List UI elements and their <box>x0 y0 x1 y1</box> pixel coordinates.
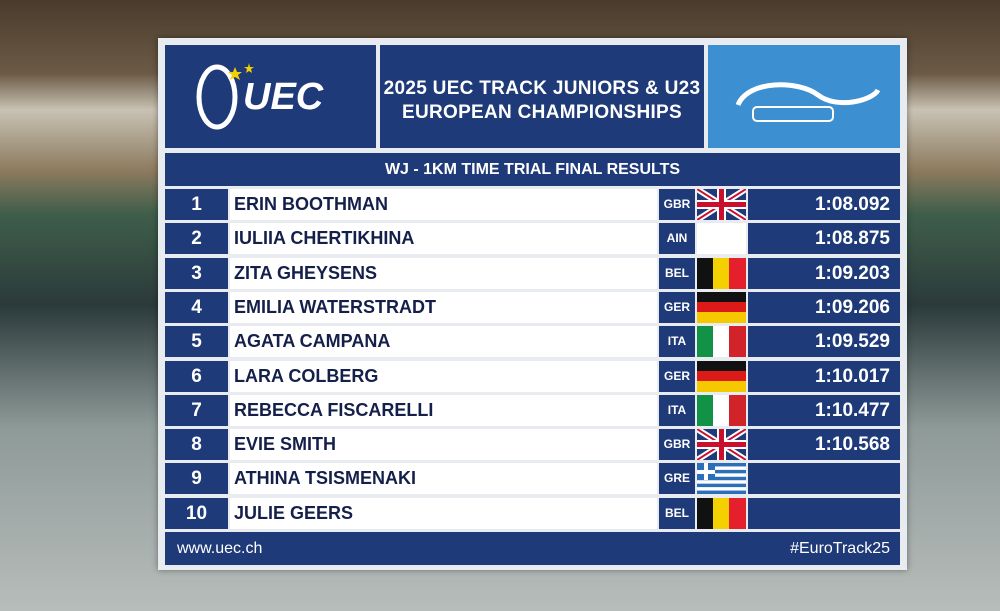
flag <box>697 360 746 392</box>
flag-icon <box>697 497 746 529</box>
time: 1:09.203 <box>748 257 900 289</box>
nation-code: GER <box>659 291 695 323</box>
rank: 2 <box>165 223 228 255</box>
footer: www.uec.ch #EuroTrack25 <box>165 532 900 565</box>
time: 1:09.529 <box>748 326 900 358</box>
time: 1:10.568 <box>748 429 900 461</box>
rank: 5 <box>165 326 228 358</box>
athlete-name: ERIN BOOTHMAN <box>230 189 657 220</box>
time <box>748 463 900 495</box>
rank: 7 <box>165 394 228 426</box>
flag <box>697 463 746 495</box>
flag-icon <box>697 257 746 289</box>
rank: 3 <box>165 257 228 289</box>
rank: 10 <box>165 497 228 529</box>
nation-code: ITA <box>659 326 695 358</box>
athlete-name: JULIE GEERS <box>230 497 657 529</box>
rank: 9 <box>165 463 228 495</box>
event-logo-panel <box>708 45 900 148</box>
flag <box>695 426 748 463</box>
nation-code: GBR <box>659 429 695 461</box>
flag <box>697 394 746 426</box>
uec-logo: UEC <box>196 63 324 130</box>
athlete-name: REBECCA FISCARELLI <box>230 394 657 426</box>
flag <box>695 186 748 223</box>
flag-icon <box>697 223 746 255</box>
time: 1:09.206 <box>748 291 900 323</box>
nation-code: GRE <box>659 463 695 495</box>
event-subtitle: WJ - 1KM TIME TRIAL FINAL RESULTS <box>165 153 900 186</box>
flag-icon <box>695 186 748 223</box>
athlete-name: ZITA GHEYSENS <box>230 257 657 289</box>
athlete-name: EMILIA WATERSTRADT <box>230 291 657 323</box>
flag <box>697 326 746 358</box>
footer-hashtag: #EuroTrack25 <box>790 540 890 557</box>
flag <box>697 291 746 323</box>
nation-code: GER <box>659 360 695 392</box>
athlete-name: AGATA CAMPANA <box>230 326 657 358</box>
nation-code: BEL <box>659 257 695 289</box>
time: 1:10.477 <box>748 394 900 426</box>
footer-url: www.uec.ch <box>177 540 263 557</box>
flag-icon <box>695 426 748 463</box>
nation-code: GBR <box>659 189 695 220</box>
event-logo <box>735 82 881 122</box>
athlete-name: ATHINA TSISMENAKI <box>230 463 657 495</box>
nation-code: ITA <box>659 394 695 426</box>
athlete-name: EVIE SMITH <box>230 429 657 461</box>
flag <box>697 223 746 255</box>
nation-code: AIN <box>659 223 695 255</box>
time: 1:10.017 <box>748 360 900 392</box>
rank: 6 <box>165 360 228 392</box>
header-title: 2025 UEC TRACK JUNIORS & U23 EUROPEAN CH… <box>380 45 704 148</box>
flag-icon <box>697 360 746 392</box>
flag <box>697 497 746 529</box>
athlete-name: IULIIA CHERTIKHINA <box>230 223 657 255</box>
time: 1:08.875 <box>748 223 900 255</box>
title-line: 2025 UEC TRACK JUNIORS & U23 <box>383 78 701 99</box>
logo-text: UEC <box>243 76 324 118</box>
title-line: EUROPEAN CHAMPIONSHIPS <box>401 102 683 123</box>
rank: 1 <box>165 189 228 220</box>
rank: 8 <box>165 429 228 461</box>
nation-code: BEL <box>659 497 695 529</box>
flag-icon <box>697 463 746 495</box>
flag-icon <box>697 394 746 426</box>
time: 1:08.092 <box>748 189 900 220</box>
flag-icon <box>697 326 746 358</box>
uec-logo-panel: UEC <box>165 45 376 148</box>
flag <box>697 257 746 289</box>
time <box>748 497 900 529</box>
flag-icon <box>697 291 746 323</box>
athlete-name: LARA COLBERG <box>230 360 657 392</box>
rank: 4 <box>165 291 228 323</box>
